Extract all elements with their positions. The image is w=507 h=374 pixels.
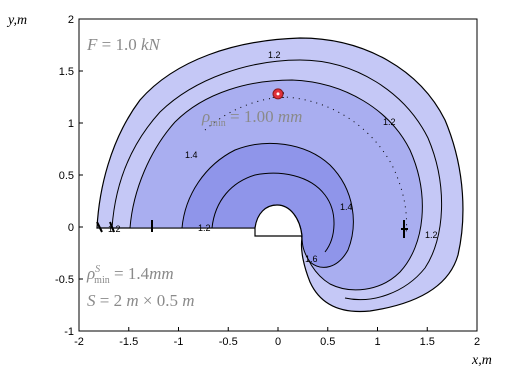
x-tick-label: 0: [275, 336, 281, 348]
x-tick-label: 0.5: [320, 336, 335, 348]
dotted-ridge: [204, 96, 408, 236]
y-tick-label: -1: [64, 326, 74, 338]
contour-label: 1.4: [340, 202, 353, 212]
contour-line-a: [111, 59, 442, 301]
x-tick-label: 2: [474, 336, 480, 348]
y-tick-label: 1.5: [59, 66, 74, 78]
corner-marks: [96, 220, 408, 238]
y-axis-label: y,m: [6, 13, 27, 28]
marker-center: [276, 92, 280, 96]
contour-label: 1.2: [198, 223, 211, 233]
y-tick-label: 0: [68, 222, 74, 234]
x-tick-label: -2: [74, 336, 84, 348]
annotation-rho-min: ρmin = 1.00 mm: [201, 107, 302, 129]
contour-label: 1.2: [383, 117, 396, 127]
contour-label: 1.6: [305, 254, 318, 264]
x-tick-label: 1: [374, 336, 380, 348]
contour-line-b: [211, 172, 335, 253]
annotation-size: S = 2 m × 0.5 m: [87, 291, 195, 310]
plot-area: 1.2 1.2 1.4 1.4 1.2 1.6 1.2 1.2 1.2: [96, 37, 464, 313]
y-tick-label: 1: [68, 118, 74, 130]
x-tick-label: -0.5: [219, 336, 238, 348]
contour-label: 1.4: [185, 150, 198, 160]
y-tick-label: 2: [68, 14, 74, 26]
annotation-force: F = 1.0 kN: [86, 35, 162, 54]
contour-label: 1.2: [108, 224, 121, 234]
tick-group: -2 -1.5 -1 -0.5 0 0.5 1 1.5 2 -1 -0.5 0 0.5 1 1.5 2: [55, 14, 480, 348]
x-tick-label: -1: [174, 336, 184, 348]
annotation-rho-s-min: ρS min = 1.4mm: [86, 264, 174, 286]
y-tick-label: 0.5: [59, 170, 74, 182]
y-tick-label: -0.5: [55, 274, 74, 286]
contour-label: 1.2: [268, 50, 281, 60]
x-tick-label: -1.5: [119, 336, 138, 348]
inner-hole: [254, 204, 303, 237]
x-axis-label: x,m: [471, 353, 492, 368]
contour-label: 1.2: [425, 230, 438, 240]
x-tick-label: 1.5: [420, 336, 435, 348]
